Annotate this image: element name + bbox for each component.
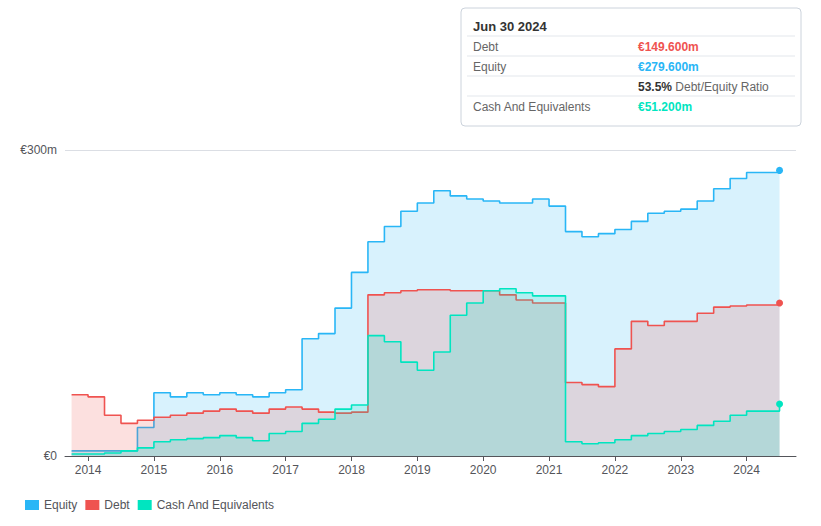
svg-text:2021: 2021 — [536, 463, 563, 477]
svg-text:€0: €0 — [44, 449, 58, 463]
svg-text:2019: 2019 — [404, 463, 431, 477]
svg-text:2017: 2017 — [272, 463, 299, 477]
svg-text:Jun 30 2024: Jun 30 2024 — [473, 19, 547, 34]
svg-text:2023: 2023 — [667, 463, 694, 477]
svg-text:Debt/Equity Ratio: Debt/Equity Ratio — [675, 80, 769, 94]
svg-text:Cash And Equivalents: Cash And Equivalents — [157, 498, 274, 512]
svg-text:€300m: €300m — [20, 143, 57, 157]
svg-text:€51.200m: €51.200m — [638, 100, 692, 114]
svg-text:2014: 2014 — [75, 463, 102, 477]
svg-text:Debt: Debt — [473, 40, 499, 54]
svg-text:2020: 2020 — [470, 463, 497, 477]
svg-text:53.5%: 53.5% — [638, 80, 672, 94]
svg-text:2022: 2022 — [602, 463, 629, 477]
svg-text:Equity: Equity — [44, 498, 77, 512]
svg-text:2024: 2024 — [733, 463, 760, 477]
svg-text:2018: 2018 — [338, 463, 365, 477]
svg-text:€279.600m: €279.600m — [638, 60, 699, 74]
svg-text:Equity: Equity — [473, 60, 506, 74]
svg-text:Cash And Equivalents: Cash And Equivalents — [473, 100, 590, 114]
svg-text:€149.600m: €149.600m — [638, 40, 699, 54]
svg-text:Debt: Debt — [104, 498, 130, 512]
svg-text:2015: 2015 — [141, 463, 168, 477]
svg-text:2016: 2016 — [206, 463, 233, 477]
